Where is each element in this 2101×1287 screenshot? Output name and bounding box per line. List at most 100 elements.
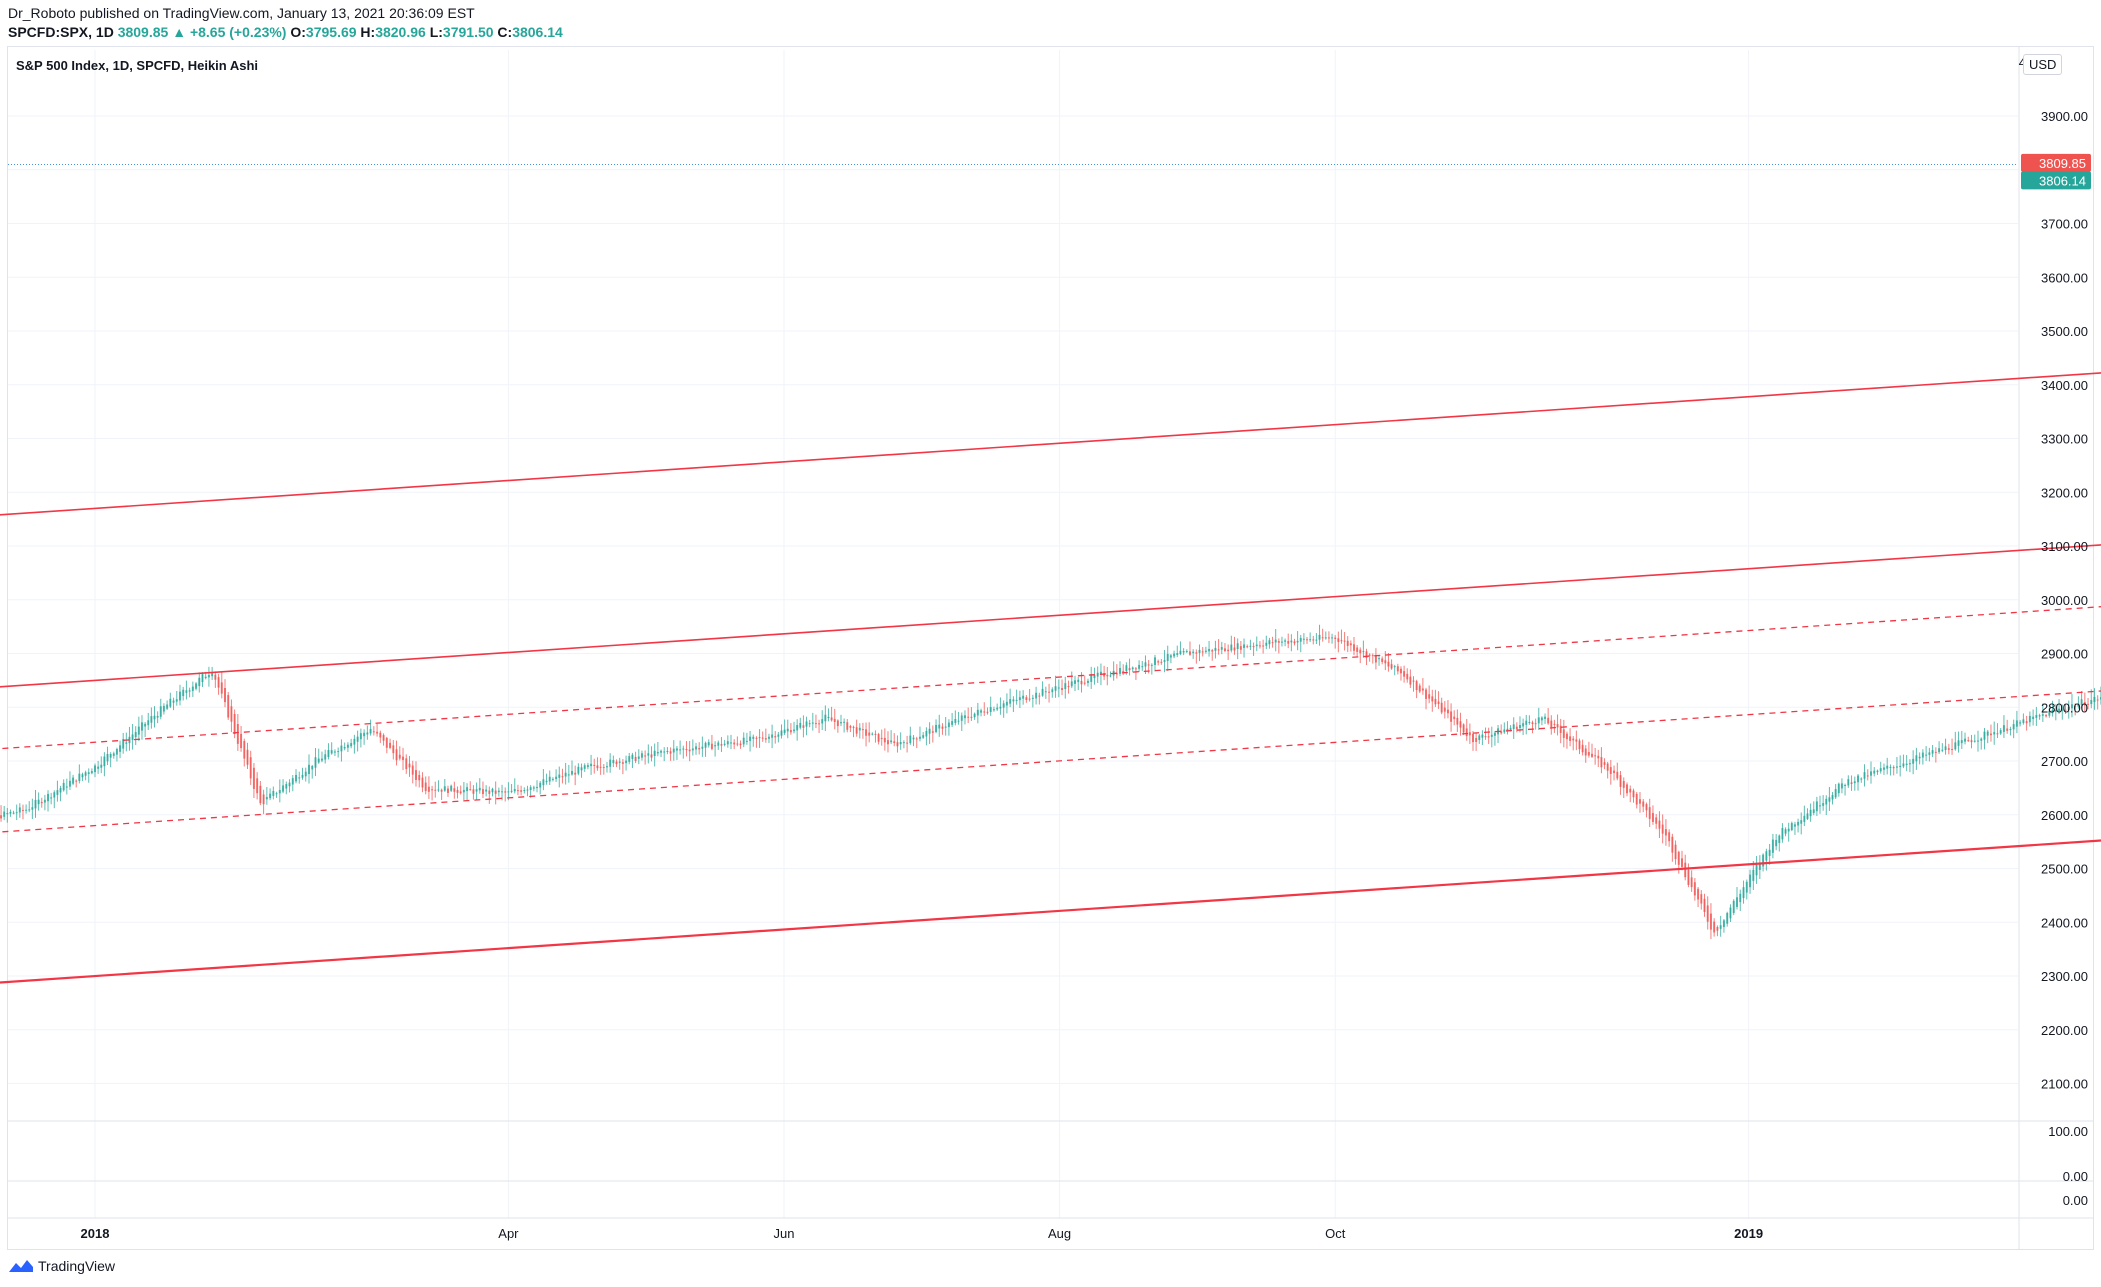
candle-up [1806,808,1809,821]
candle-up [1318,624,1321,646]
candle-down [1569,728,1572,747]
candle-down [1340,629,1343,644]
candle-up [1544,713,1547,724]
candle-up [2051,700,2054,717]
candle-down [1227,644,1230,660]
candle-up [350,738,353,749]
candle-up [963,710,966,725]
candle-up [1265,635,1268,650]
candle-up [131,724,134,750]
candle-up [275,791,278,798]
candle-up [1214,640,1217,659]
currency-button[interactable]: USD [2023,54,2063,75]
candle-up [1309,632,1312,643]
candle-down [240,726,243,752]
candle-up [1918,752,1921,765]
candle-down [615,759,618,768]
candle-down [1346,636,1349,653]
channel-line-lower[interactable] [0,584,2101,987]
candle-up [34,789,37,818]
candle-up [935,719,938,734]
candle-up [363,729,366,745]
candle-up [295,769,298,784]
candle-up [679,740,682,755]
candle-up [944,717,947,736]
candle-up [999,697,1002,715]
candle-up [1941,743,1944,753]
candle-up [1960,730,1963,749]
candle-down [1421,678,1424,695]
candle-down [1425,687,1428,710]
price-axis[interactable]: 3900.003800.003700.003600.003500.003400.… [2019,55,2088,1208]
candle-up [1905,755,1908,772]
footer-brand[interactable]: TradingView [8,1258,115,1274]
candle-down [983,702,986,716]
candle-up [786,719,789,739]
candle-up [1957,731,1960,753]
candle-up [510,783,513,794]
candle-up [695,742,698,755]
candle-up [1054,675,1057,698]
candle-up [989,696,992,716]
candle-up [103,752,106,777]
candle-down [1038,692,1041,705]
candle-up [647,744,650,764]
candle-up [640,750,643,761]
candle-down [739,740,742,749]
candle-up [1986,729,1989,744]
time-axis[interactable]: 2018AprJunAugOct2019AprJunAugOct2020AprJ… [81,1226,2101,1241]
candle-up [529,785,532,798]
channel-line-middle[interactable] [0,288,2101,691]
candle-up [1331,633,1334,644]
candle-up [265,787,268,805]
channel-line-dash-2[interactable] [0,436,2101,836]
candle-up [301,767,304,780]
channel-line-dash-1[interactable] [0,350,2101,753]
candle-down [1406,668,1409,683]
candle-up [1198,644,1201,662]
candle-down [1534,718,1537,730]
candle-down [1446,700,1449,719]
candle-up [1274,628,1277,652]
candle-down [1356,644,1359,657]
candle-down [472,785,475,800]
candle-down [1484,727,1487,740]
candle-up [1525,714,1528,735]
candle-down [382,733,385,746]
candle-down [1668,829,1671,847]
candle-down [818,719,821,734]
symbol-name[interactable]: SPCFD:SPX, 1D [8,24,114,40]
candle-up [1220,641,1223,655]
candle-up [9,809,12,817]
candle-down [1697,887,1700,908]
candle-up [491,787,494,797]
candle-up [1009,688,1012,708]
candle-down [1674,840,1677,865]
candle-up [2038,713,2041,720]
candle-down [1661,814,1664,844]
candle-up [125,732,128,752]
up-arrow-icon: ▲ [172,24,187,40]
candle-down [389,738,392,750]
candle-up [1739,889,1742,911]
candle-down [411,760,414,784]
candle-up [147,712,150,731]
candle-up [1268,637,1271,649]
candle-up [1976,730,1979,752]
svg-text:3806.14: 3806.14 [2039,173,2086,188]
candle-up [2061,704,2064,720]
candle-down [1690,870,1693,892]
candle-down [621,758,624,775]
candle-up [1882,763,1885,775]
candle-up [1915,747,1918,770]
y-tick-label: 2600.00 [2041,808,2088,823]
candle-down [1716,925,1719,937]
candle-up [567,764,570,783]
candle-down [1368,653,1371,662]
candle-up [178,684,181,706]
channel-line-upper[interactable] [0,116,2101,519]
candle-up [1768,843,1771,865]
candle-up [94,763,96,778]
candle-down [814,714,817,729]
